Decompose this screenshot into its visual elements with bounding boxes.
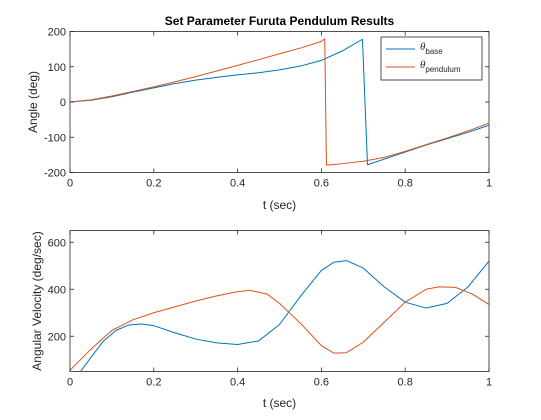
angle-x-axis-label: t (sec): [263, 198, 296, 212]
angle-x-tick-label: 0.4: [230, 178, 245, 190]
velocity-y-tick-label: 600: [48, 237, 66, 249]
angle-x-tick-label: 0.2: [146, 178, 161, 190]
velocity-x-axis-label: t (sec): [263, 396, 296, 410]
angle-x-tick-label: 1: [486, 178, 492, 190]
velocity-series-base-line: [80, 260, 489, 372]
angle-y-tick-label: 0: [60, 97, 66, 109]
velocity-y-tick-label: 400: [48, 284, 66, 296]
velocity-x-tick-label: 0.6: [314, 377, 329, 389]
velocity-ticks-group: 0 0.2 0.4 0.6 0.8 1 200 400 600: [48, 230, 492, 389]
legend-box: [380, 36, 483, 81]
angle-y-tick-label: 100: [48, 62, 66, 74]
velocity-axes: 0 0.2 0.4 0.6 0.8 1 200 400 600 t (sec) Angular …: [30, 230, 492, 410]
angle-ticks-group: 0 0.2 0.4 0.6 0.8 1 -200 -100 0 100 200: [44, 27, 492, 190]
angle-series-base-line: [70, 38, 489, 166]
angle-x-tick-label: 0: [67, 178, 73, 190]
legend: θbase θpendulum: [380, 36, 483, 81]
velocity-x-tick-label: 1: [486, 377, 492, 389]
angle-x-tick-label: 0.8: [398, 178, 413, 190]
velocity-plot-area: [69, 230, 490, 372]
velocity-x-tick-label: 0.4: [230, 377, 245, 389]
angle-y-axis-label: Angle (deg): [26, 71, 40, 133]
velocity-x-tick-label: 0.2: [146, 377, 161, 389]
velocity-y-tick-label: 200: [48, 331, 66, 343]
velocity-x-tick-label: 0: [67, 377, 73, 389]
angle-y-tick-label: -100: [44, 132, 66, 144]
angle-y-tick-label: 200: [48, 27, 66, 39]
chart-title: Set Parameter Furuta Pendulum Results: [165, 14, 395, 28]
legend-label-base: θbase: [420, 41, 443, 56]
angle-x-tick-label: 0.6: [314, 178, 329, 190]
angle-series-group: [70, 38, 489, 166]
angle-series-pendulum-line: [70, 38, 489, 166]
velocity-x-tick-label: 0.8: [398, 377, 413, 389]
velocity-series-group: [70, 260, 489, 372]
velocity-y-axis-label: Angular Velocity (deg/sec): [30, 231, 44, 370]
velocity-series-pendulum-line: [70, 286, 489, 371]
angle-y-tick-label: -200: [44, 168, 66, 180]
angle-axes: 0 0.2 0.4 0.6 0.8 1 -200 -100 0 100 200 Set Parame…: [26, 14, 492, 212]
legend-label-pendulum: θpendulum: [420, 59, 461, 74]
